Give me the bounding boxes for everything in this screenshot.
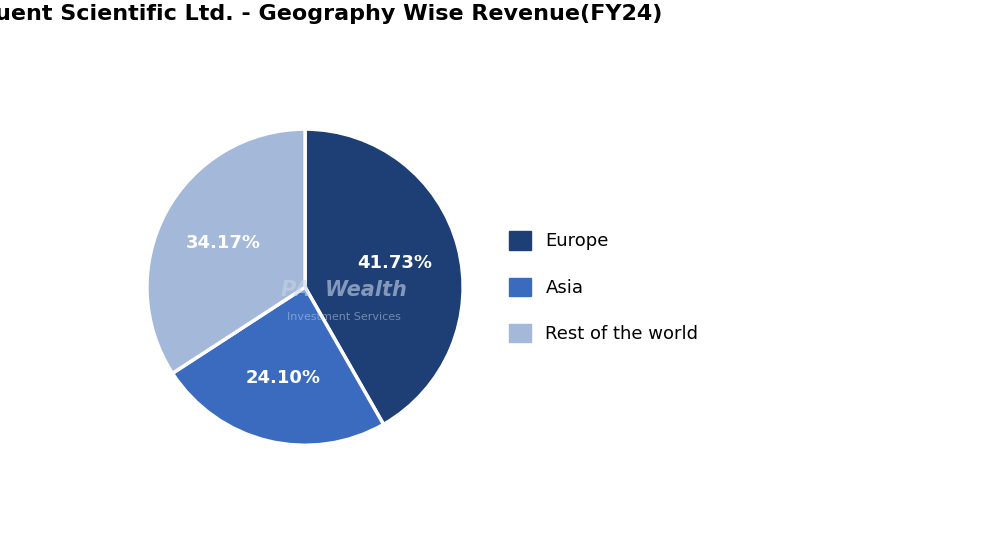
Title: Sequent Scientific Ltd. - Geography Wise Revenue(FY24): Sequent Scientific Ltd. - Geography Wise…	[0, 4, 662, 24]
Wedge shape	[147, 129, 305, 373]
Wedge shape	[305, 129, 463, 424]
Wedge shape	[172, 287, 384, 445]
Text: PA  Wealth: PA Wealth	[281, 280, 407, 300]
Text: Investment Services: Investment Services	[287, 312, 401, 322]
Text: 34.17%: 34.17%	[186, 234, 261, 252]
Text: 41.73%: 41.73%	[357, 254, 432, 272]
Legend: Europe, Asia, Rest of the world: Europe, Asia, Rest of the world	[510, 231, 699, 344]
Text: 24.10%: 24.10%	[246, 369, 321, 387]
